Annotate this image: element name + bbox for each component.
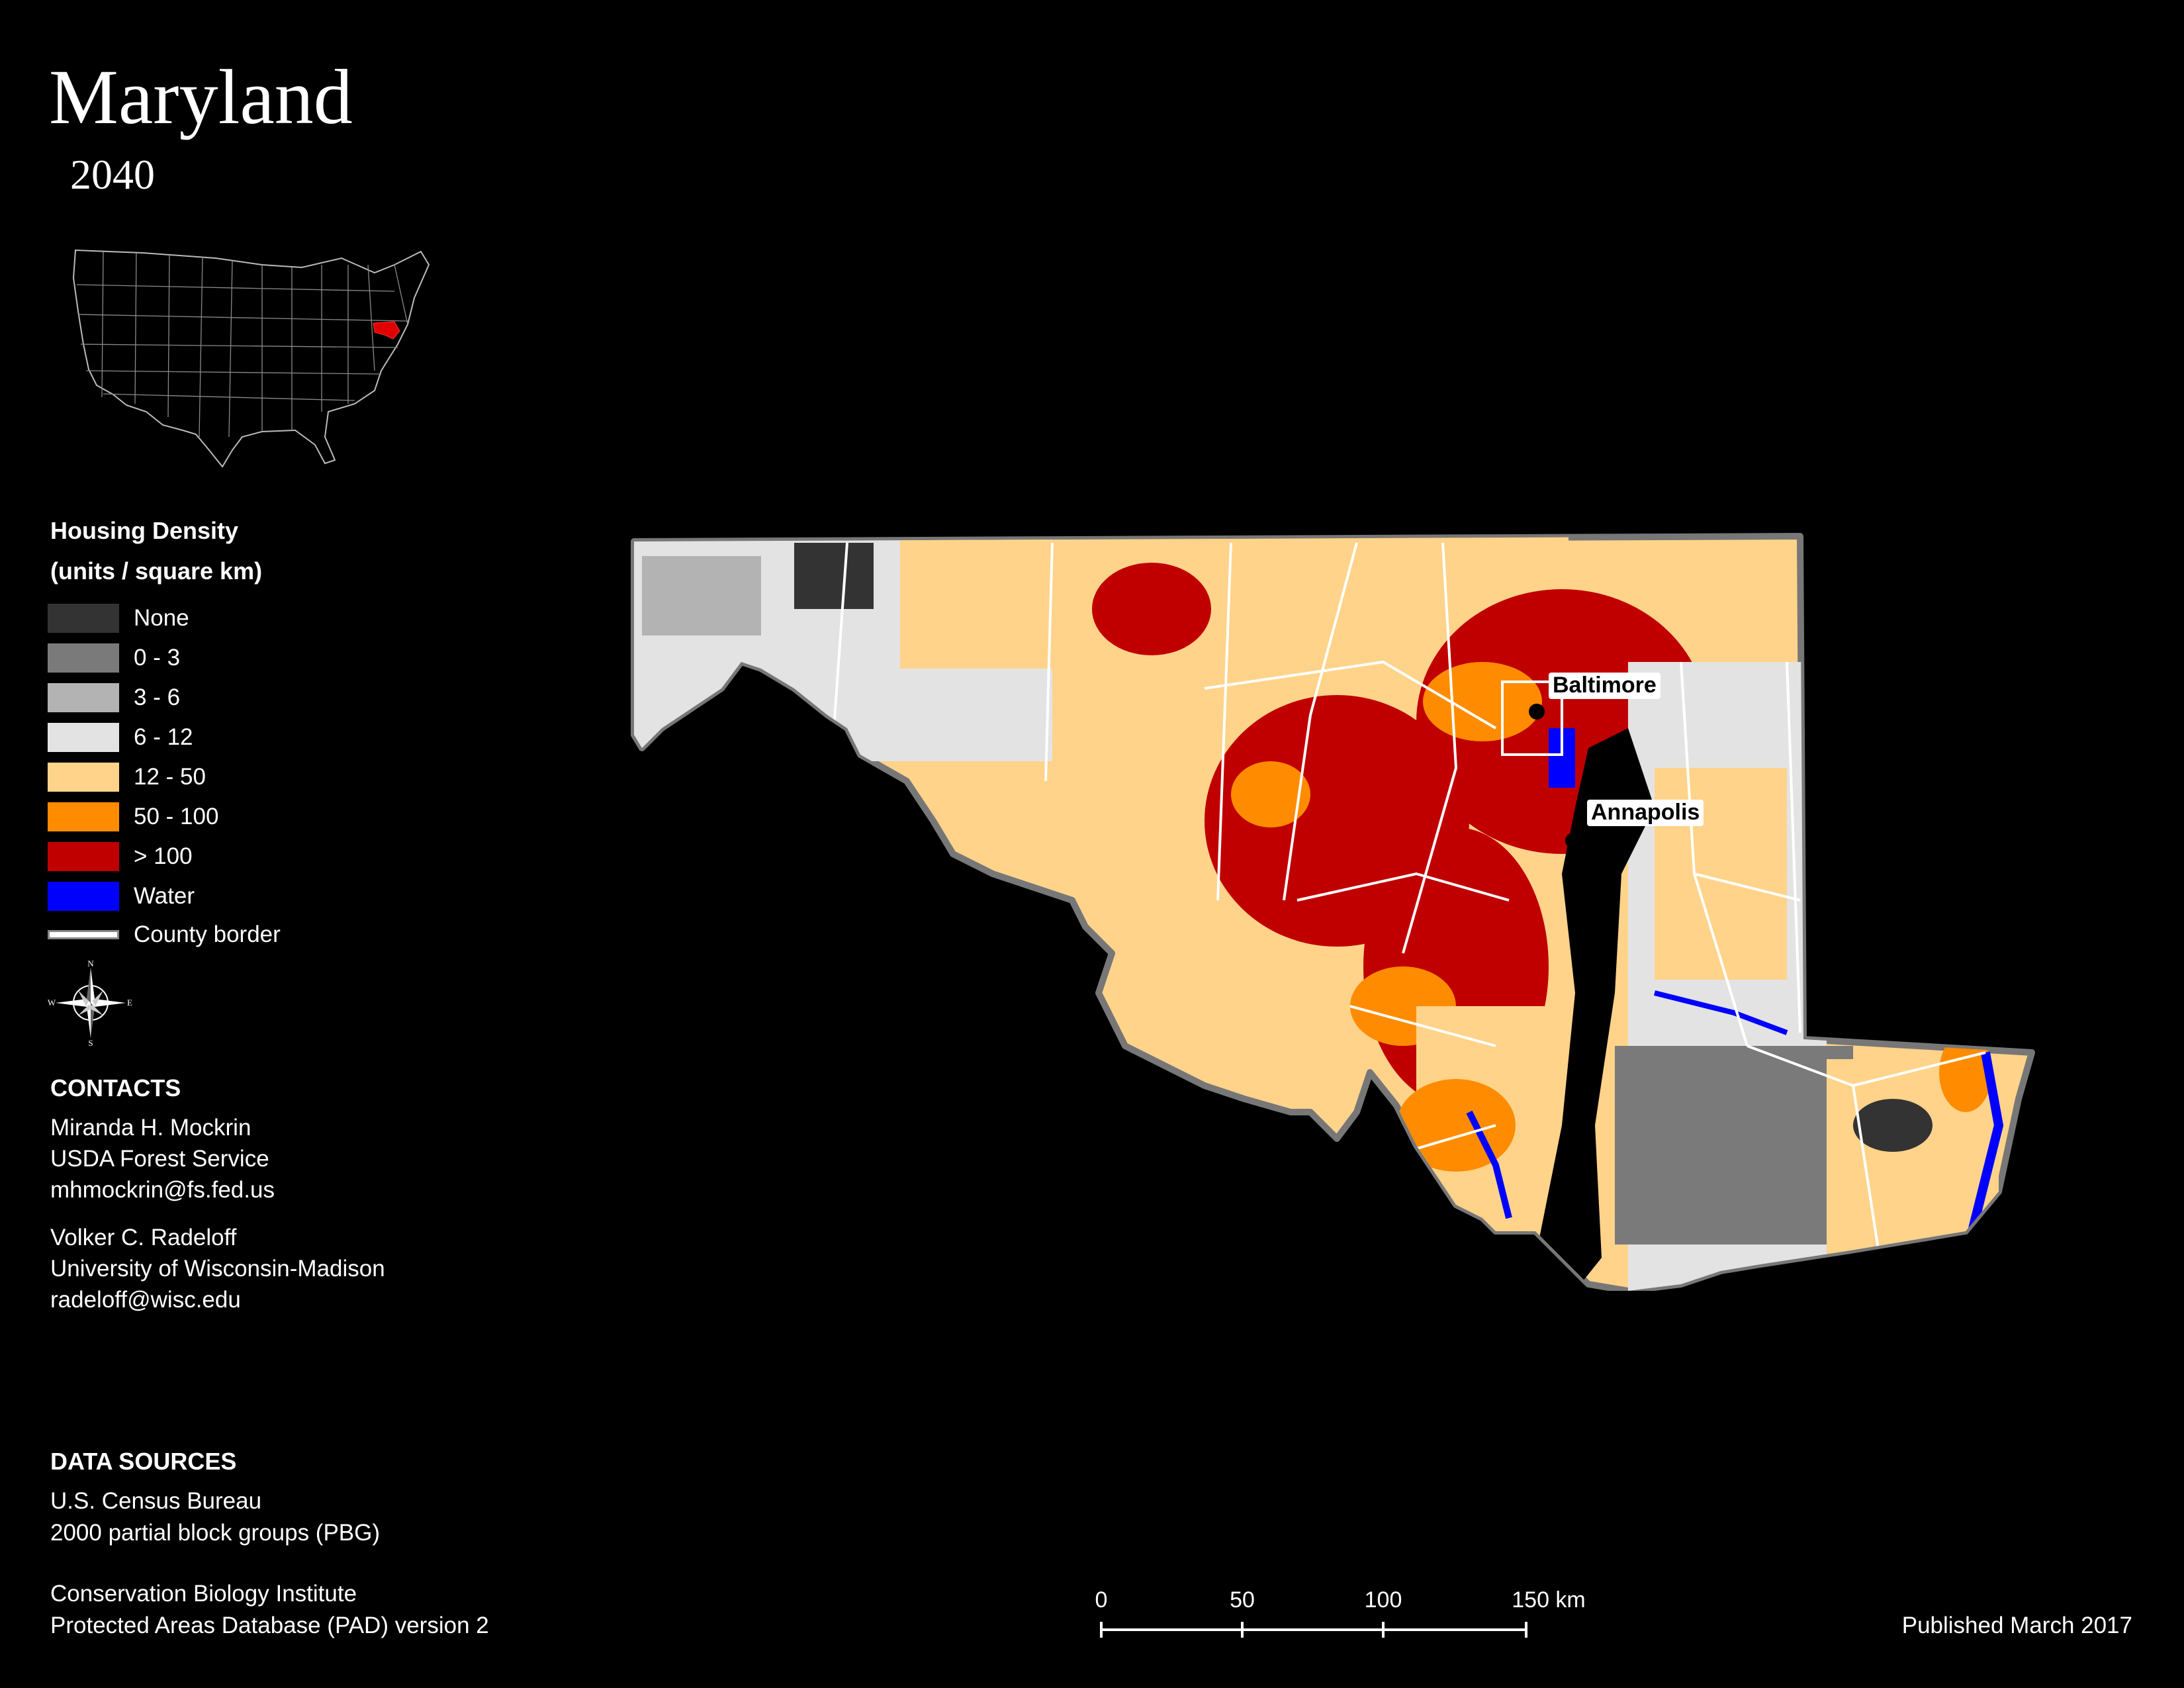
legend-swatch [48,882,119,911]
region-orange-3 [1231,761,1310,827]
chesapeake-bay [1535,728,1655,1291]
compass-s: S [88,1038,93,1046]
legend-item-6-12: 6 - 12 [48,720,193,755]
legend-title: Housing Density [50,517,239,544]
region-west-gray [642,556,761,635]
legend-item-water: Water [48,879,195,914]
data-source-line: U.S. Census Bureau [50,1488,262,1514]
legend-label: Water [134,883,195,909]
water-choptank [1654,990,1788,1035]
map-year: 2040 [70,151,155,198]
legend-label: County border [134,921,281,947]
legend-label: 12 - 50 [134,764,206,790]
contact-email[interactable]: mhmockrin@fs.fed.us [50,1177,275,1203]
contact-org: University of Wisconsin-Madison [50,1256,385,1282]
data-sources-heading: DATA SOURCES [50,1448,237,1475]
region-lower-shore-gray [1615,1046,1853,1244]
data-source-line: Conservation Biology Institute [50,1581,357,1607]
contact-name: Volker C. Radeloff [50,1225,237,1250]
region-frederick-red [1092,563,1211,655]
scale-bar [1100,1622,1527,1638]
maryland-map [631,533,2035,1291]
baltimore-label: Baltimore [1549,673,1661,699]
legend-swatch [48,604,119,633]
county-border-swatch [48,930,119,939]
legend-item-3-6: 3 - 6 [48,680,180,715]
state-borders [76,251,408,438]
legend-swatch [48,802,119,831]
water-ocean-coast [1968,1051,2004,1233]
region-orange-1 [1423,662,1542,741]
scale-tick-label: 150 km [1512,1587,1586,1613]
map-title: Maryland [49,54,353,140]
region-west-none [794,543,874,609]
region-ocean-orange [1939,1033,1992,1112]
region-southern-orange [1396,1079,1516,1172]
scale-tick-label: 50 [1230,1587,1255,1613]
legend-item-county-border: County border [48,917,281,952]
region-salisbury-none [1853,1099,1933,1152]
contact-name: Miranda H. Mockrin [50,1115,251,1141]
compass-n: N [87,960,94,968]
legend-swatch [48,643,119,673]
contact-org: USDA Forest Service [50,1146,269,1172]
legend-item-0-3: 0 - 3 [48,641,180,675]
annapolis-marker [1565,833,1581,849]
legend-label: None [134,605,189,631]
legend-label: 50 - 100 [134,804,219,829]
region-west-yellow [900,536,1052,669]
annapolis-label: Annapolis [1587,800,1704,826]
legend-swatch [48,723,119,752]
published-date: Published March 2017 [1901,1613,2132,1638]
legend-swatch [48,683,119,712]
legend-label: > 100 [134,843,193,869]
maryland-highlight [373,321,400,340]
legend-item-12-50: 12 - 50 [48,760,206,794]
contact-email[interactable]: radeloff@wisc.edu [50,1287,241,1313]
contacts-heading: CONTACTS [50,1074,181,1102]
legend-swatch [48,763,119,792]
data-source-line: Protected Areas Database (PAD) version 2 [50,1613,489,1638]
us-locator-map [72,249,430,468]
legend-item-over-100: > 100 [48,839,193,874]
baltimore-city-outline [1501,680,1563,756]
legend-label: 6 - 12 [134,724,193,750]
data-source-line: 2000 partial block groups (PBG) [50,1520,381,1546]
legend-swatch [48,842,119,871]
legend-item-50-100: 50 - 100 [48,800,218,834]
us-outline [72,249,430,468]
scale-tick-label: 0 [1095,1587,1108,1613]
compass-e: E [127,998,132,1008]
baltimore-marker [1529,704,1545,720]
compass-rose-icon: N S E W [48,960,132,1046]
legend-units: (units / square km) [50,557,263,585]
compass-w: W [48,998,56,1008]
legend-label: 0 - 3 [134,645,181,671]
legend-label: 3 - 6 [134,684,181,710]
scale-tick-label: 100 [1364,1587,1402,1613]
legend-item-none: None [48,601,189,635]
